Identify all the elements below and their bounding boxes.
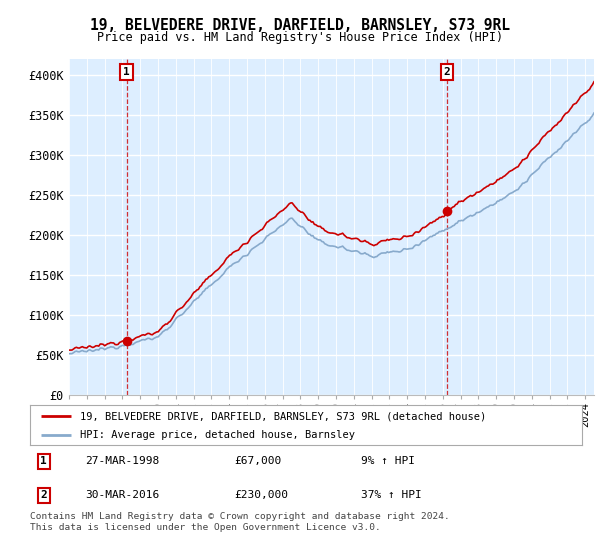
Text: 2: 2 — [443, 67, 451, 77]
Text: £230,000: £230,000 — [234, 491, 288, 501]
Text: 9% ↑ HPI: 9% ↑ HPI — [361, 456, 415, 466]
Text: £67,000: £67,000 — [234, 456, 281, 466]
Text: HPI: Average price, detached house, Barnsley: HPI: Average price, detached house, Barn… — [80, 430, 355, 440]
Text: 1: 1 — [40, 456, 47, 466]
Text: 37% ↑ HPI: 37% ↑ HPI — [361, 491, 422, 501]
Text: 30-MAR-2016: 30-MAR-2016 — [85, 491, 160, 501]
Text: 1: 1 — [123, 67, 130, 77]
Text: 19, BELVEDERE DRIVE, DARFIELD, BARNSLEY, S73 9RL (detached house): 19, BELVEDERE DRIVE, DARFIELD, BARNSLEY,… — [80, 411, 486, 421]
Text: 27-MAR-1998: 27-MAR-1998 — [85, 456, 160, 466]
Text: 19, BELVEDERE DRIVE, DARFIELD, BARNSLEY, S73 9RL: 19, BELVEDERE DRIVE, DARFIELD, BARNSLEY,… — [90, 18, 510, 33]
Text: Contains HM Land Registry data © Crown copyright and database right 2024.
This d: Contains HM Land Registry data © Crown c… — [30, 512, 450, 532]
Text: Price paid vs. HM Land Registry's House Price Index (HPI): Price paid vs. HM Land Registry's House … — [97, 31, 503, 44]
Text: 2: 2 — [40, 491, 47, 501]
